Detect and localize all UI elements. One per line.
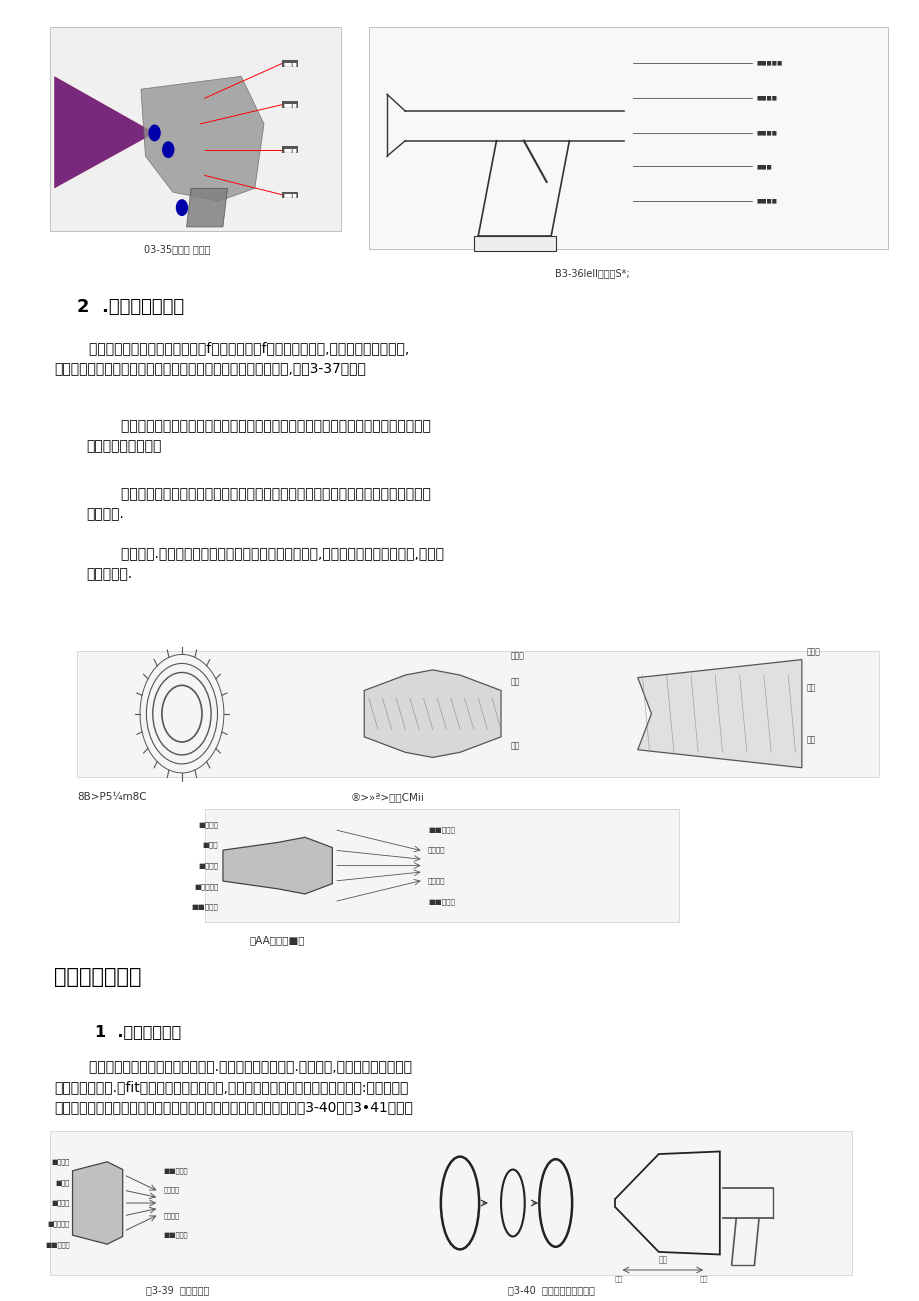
Text: ■■■: ■■■ [283, 193, 297, 198]
Text: 第一阶段，涂料由于灯吸作用从喷嘴喷出后，被从环形口喷出的气流包围，气流产生
的气旋使涂料分散。: 第一阶段，涂料由于灯吸作用从喷嘴喷出后，被从环形口喷出的气流包围，气流产生 的气… [86, 419, 431, 453]
Circle shape [163, 142, 174, 157]
Text: ■■控制孔: ■■控制孔 [164, 1167, 188, 1174]
Text: 雾化气孔: 雾化气孔 [164, 1187, 179, 1193]
Text: ■■■■■: ■■■■■ [755, 61, 782, 66]
Text: 流量: 流量 [657, 1255, 667, 1265]
Bar [77, 650, 879, 777]
Text: 8B>P5¼m8C: 8B>P5¼m8C [77, 792, 146, 803]
Text: ■■■: ■■■ [283, 61, 297, 66]
Text: ■■■■: ■■■■ [755, 199, 777, 204]
Bar [473, 235, 555, 251]
Text: 空气帽引导压缩空气撞击涂料，f使其雾化成ィf一定直径的漆雾,空气帽上有三个小孔,
分别为中央气孔、要化气孔（辅助孔）和喷福控制气孔（侧孔）,如图3-37所示。: 空气帽引导压缩空气撞击涂料，f使其雾化成ィf一定直径的漆雾,空气帽上有三个小孔,… [54, 342, 409, 376]
Text: ■■控制孔: ■■控制孔 [191, 903, 218, 911]
Text: ■中心气孔: ■中心气孔 [194, 883, 218, 890]
Text: ■■■■: ■■■■ [755, 96, 777, 100]
Text: 空气量: 空气量 [806, 648, 820, 657]
Text: 第三阶段.涂料受从空气帽喷棉控制孔喷出的气流作用,气流从相对方向冲击涂料,使其成
为扇形液雾.: 第三阶段.涂料受从空气帽喷棉控制孔喷出的气流作用,气流从相对方向冲击涂料,使其成… [86, 548, 444, 582]
Text: ■■■■: ■■■■ [755, 130, 777, 135]
Text: 拧入: 拧入 [614, 1275, 623, 1281]
Polygon shape [141, 77, 264, 202]
Bar [50, 1131, 851, 1275]
Circle shape [149, 125, 160, 141]
Text: 三、喷枪的调整: 三、喷枪的调整 [54, 968, 142, 987]
Text: ■■控制孔: ■■控制孔 [427, 826, 455, 833]
Text: ■■控制孔: ■■控制孔 [427, 899, 455, 905]
Circle shape [176, 200, 187, 216]
Text: 流量调整旋钮在拧出时漆流量增大.在拧入时漆流眼减小.在操作时,流量调整旋矩应按具
体要求进行询整.流fit过大将使油漆流出过多,易造成流挂、漆膜过麻和雾化不良等: 流量调整旋钮在拧出时漆流量增大.在拧入时漆流眼减小.在操作时,流量调整旋矩应按具… [54, 1060, 413, 1114]
Text: 拧出: 拧出 [698, 1275, 708, 1281]
Text: 侧孔: 侧孔 [806, 683, 815, 692]
Text: 侧孔: 侧孔 [510, 742, 519, 751]
Text: ■■控制孔: ■■控制孔 [164, 1232, 188, 1239]
Polygon shape [54, 77, 154, 189]
Bar [50, 27, 341, 230]
Text: ■空气帽: ■空气帽 [51, 1158, 70, 1166]
Text: B3-36lell欢档取S*;: B3-36lell欢档取S*; [554, 268, 629, 278]
Text: 员AA事稍的■化: 员AA事稍的■化 [250, 935, 305, 945]
Polygon shape [73, 1162, 122, 1244]
Polygon shape [364, 670, 501, 757]
Polygon shape [54, 77, 154, 189]
Text: ■控制孔: ■控制孔 [51, 1200, 70, 1206]
Text: ®>»ª>均工CMii: ®>»ª>均工CMii [350, 792, 424, 803]
Text: ■■■: ■■■ [283, 101, 297, 107]
Text: ■空气帽: ■空气帽 [199, 821, 218, 827]
Text: 图3-40  调节涂料流量原理图: 图3-40 调节涂料流量原理图 [507, 1285, 594, 1296]
Text: 图3-39  喷枪的雾化: 图3-39 喷枪的雾化 [145, 1285, 209, 1296]
Text: 空气量: 空气量 [510, 652, 524, 660]
Text: ■■■: ■■■ [283, 147, 297, 152]
Polygon shape [187, 189, 227, 226]
Text: 侧孔: 侧孔 [806, 735, 815, 744]
Text: 雾化气孔: 雾化气孔 [427, 847, 445, 853]
Text: ■控制孔: ■控制孔 [199, 863, 218, 869]
Bar [205, 809, 678, 922]
Text: 2  .喷枪的工作原理: 2 .喷枪的工作原理 [77, 298, 184, 316]
Polygon shape [222, 838, 332, 894]
Text: 侧孔: 侧孔 [510, 677, 519, 686]
Text: 中心气孔: 中心气孔 [427, 878, 445, 885]
Text: ■中心气孔: ■中心气孔 [48, 1220, 70, 1227]
Text: ■■■: ■■■ [755, 164, 771, 169]
Text: ■■控制孔: ■■控制孔 [45, 1241, 70, 1248]
Polygon shape [637, 660, 801, 768]
Text: ■雾化: ■雾化 [55, 1179, 70, 1185]
Text: 1  .调节涂料流量: 1 .调节涂料流量 [96, 1024, 181, 1039]
Text: 中心气孔: 中心气孔 [164, 1213, 179, 1219]
Bar [369, 27, 888, 248]
Text: 03-35式方式 性旧构: 03-35式方式 性旧构 [144, 243, 210, 254]
Text: ■雾化: ■雾化 [202, 842, 218, 848]
Text: 第：阶段，涂料的液流与从雾化气孔喷出的气流相遇时，气流控制液流动，并进一步
使其分散.: 第：阶段，涂料的液流与从雾化气孔喷出的气流相遇时，气流控制液流动，并进一步 使其… [86, 487, 431, 522]
